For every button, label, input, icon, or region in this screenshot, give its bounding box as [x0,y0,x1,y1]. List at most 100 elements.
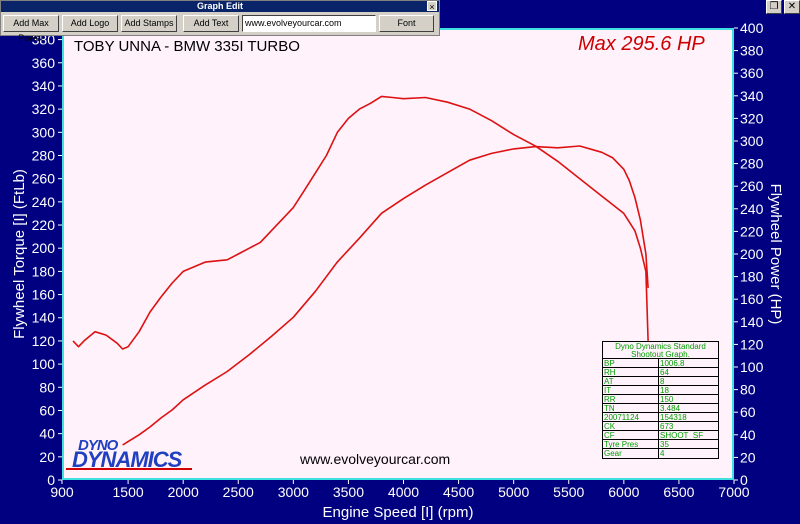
y-tick-label: 260 [32,171,56,187]
y-tick-label: 180 [32,263,56,279]
info-value: 18 [660,386,669,394]
info-value: 35 [660,440,669,448]
info-table-row: RR 150 [603,395,718,404]
x-tick-label: 4500 [443,484,474,500]
x-tick-label: 5000 [498,484,529,500]
info-table-row: AT 8 [603,377,718,386]
y-tick-label: 0 [47,472,55,488]
x-tick-label: 6500 [663,484,694,500]
x-tick-label: 4000 [388,484,419,500]
y2-tick-label: 220 [740,223,764,239]
y2-tick-label: 280 [740,156,764,172]
info-table-row: RH 64 [603,368,718,377]
info-value: 673 [660,422,674,430]
text-input[interactable]: www.evolveyourcar.com [242,15,376,32]
close-window-button[interactable]: ✕ [784,0,800,14]
info-key: RR [603,395,659,403]
add-max-power-button[interactable]: Add Max Power [3,15,59,43]
logo-word-2: DYNAMICS [72,447,182,472]
y2-tick-label: 360 [740,65,764,81]
info-table-row: Tyre Pres 35 [603,440,718,449]
info-table-row: CF SHOOT_SF [603,431,718,440]
toolbar-close-button[interactable]: × [427,1,437,12]
x-tick-label: 7000 [718,484,749,500]
y-tick-label: 320 [32,101,56,117]
info-value: SHOOT_SF [660,431,704,439]
y2-tick-label: 40 [740,427,756,443]
chart-title: TOBY UNNA - BMW 335I TURBO [74,38,300,55]
toolbar-title: Graph Edit [1,1,439,12]
y2-tick-label: 260 [740,178,764,194]
logo-word-1: DYNO [78,437,118,454]
info-value: 64 [660,368,669,376]
y2-axis-title: Flywheel Power (HP) [767,184,784,325]
info-value: 3.484 [660,404,681,412]
info-key: BP [603,359,659,367]
y2-tick-label: 120 [740,336,764,352]
info-table-row: Gear 4 [603,449,718,458]
y-axis-title: Flywheel Torque [I] (FtLb) [11,169,28,339]
y2-tick-label: 200 [740,246,764,262]
info-key: Tyre Pres [603,440,659,448]
y-tick-label: 20 [39,449,55,465]
add-text-button[interactable]: Add Text [183,15,239,32]
dyno-dynamics-logo: DYNO DYNAMICS [66,437,196,472]
info-key: RH [603,368,659,376]
y-tick-label: 300 [32,124,56,140]
run-info-table: Dyno Dynamics Standard Shootout Graph. B… [602,341,719,459]
y-tick-label: 200 [32,240,56,256]
y-tick-label: 340 [32,78,56,94]
info-value: 1006.8 [660,359,685,367]
info-table-title: Dyno Dynamics Standard Shootout Graph. [603,342,718,359]
info-key: Gear [603,449,659,458]
y-tick-label: 240 [32,194,56,210]
y2-tick-label: 240 [740,201,764,217]
info-key: CF [603,431,659,439]
y2-tick-label: 160 [740,291,764,307]
x-tick-label: 1500 [113,484,144,500]
y2-tick-label: 60 [740,404,756,420]
y2-tick-label: 340 [740,88,764,104]
y-tick-label: 220 [32,217,56,233]
info-table-row: CK 673 [603,422,718,431]
info-key: AT [603,377,659,385]
y2-tick-label: 80 [740,382,756,398]
x-tick-label: 2500 [223,484,254,500]
info-key: TN [603,404,659,412]
logo-underline [66,468,192,470]
info-value: 4 [660,449,665,458]
torque-curve [72,95,649,350]
info-key: IT [603,386,659,394]
website-stamp[interactable]: www.evolveyourcar.com [300,451,451,467]
y-tick-label: 140 [32,310,56,326]
y-tick-label: 360 [32,55,56,71]
x-axis-title: Engine Speed [I] (rpm) [323,504,474,521]
x-tick-label: 2000 [168,484,199,500]
y-tick-label: 100 [32,356,56,372]
x-tick-label: 6000 [608,484,639,500]
y-tick-label: 120 [32,333,56,349]
y2-tick-label: 20 [740,449,756,465]
y2-tick-label: 140 [740,314,764,330]
power-curve [122,145,649,446]
add-stamps-button[interactable]: Add Stamps [121,15,177,32]
info-table-row: BP 1006.8 [603,359,718,368]
y-tick-label: 60 [39,402,55,418]
info-key: CK [603,422,659,430]
y2-tick-label: 100 [740,359,764,375]
y2-tick-label: 320 [740,110,764,126]
add-logo-button[interactable]: Add Logo [62,15,118,32]
y-tick-label: 160 [32,287,56,303]
restore-button[interactable]: ❐ [766,0,782,14]
font-button[interactable]: Font [379,15,434,32]
x-tick-label: 3000 [278,484,309,500]
y-tick-label: 280 [32,147,56,163]
y2-tick-label: 380 [740,43,764,59]
x-tick-label: 900 [50,484,74,500]
y2-tick-label: 400 [740,20,764,36]
y2-tick-label: 300 [740,133,764,149]
max-power-stamp[interactable]: Max 295.6 HP [578,33,705,55]
graph-edit-toolbar: Graph Edit × Add Max Power Add Logo Add … [0,0,440,43]
